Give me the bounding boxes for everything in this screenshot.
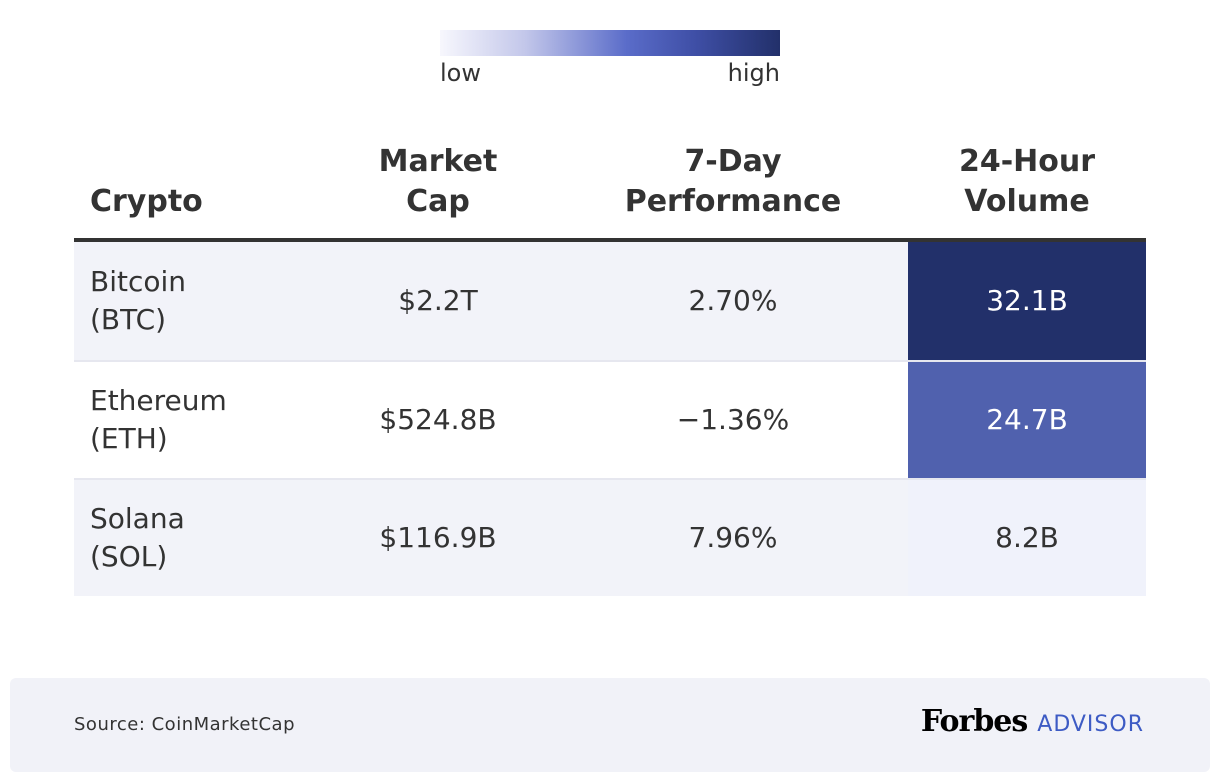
header-performance: 7-Day Performance — [586, 142, 880, 222]
header-market-cap-line1: Market — [378, 144, 498, 179]
crypto-name-cell: Ethereum (ETH) — [90, 362, 310, 478]
header-volume-line2: Volume — [964, 184, 1090, 219]
crypto-ticker: (SOL) — [90, 540, 168, 573]
volume-heat-cell: 8.2B — [908, 480, 1146, 596]
crypto-name: Bitcoin — [90, 265, 187, 298]
market-cap-cell: $2.2T — [398, 284, 478, 317]
header-crypto-label: Crypto — [90, 184, 203, 219]
market-cap-cell: $116.9B — [379, 521, 497, 554]
brand-advisor-wordmark: ADVISOR — [1037, 712, 1144, 737]
color-scale-legend: low high — [440, 30, 780, 90]
header-market-cap-line2: Cap — [406, 184, 470, 219]
crypto-name-cell: Bitcoin (BTC) — [90, 242, 310, 360]
header-volume: 24-Hour Volume — [908, 142, 1146, 222]
performance-cell: 7.96% — [688, 521, 778, 554]
header-crypto: Crypto — [90, 182, 203, 222]
volume-heat-cell: 32.1B — [908, 242, 1146, 360]
table-row-ethereum: Ethereum (ETH) $524.8B −1.36% 24.7B — [74, 360, 1146, 478]
crypto-ticker: (BTC) — [90, 303, 167, 336]
footer: Source: CoinMarketCap Forbes ADVISOR — [10, 678, 1210, 772]
source-note: Source: CoinMarketCap — [74, 714, 295, 735]
crypto-name: Ethereum — [90, 384, 227, 417]
table-row-bitcoin: Bitcoin (BTC) $2.2T 2.70% 32.1B — [74, 242, 1146, 360]
legend-high-label: high — [727, 59, 780, 87]
legend-low-label: low — [440, 59, 481, 87]
performance-cell: 2.70% — [688, 284, 778, 317]
color-scale-bar — [440, 30, 780, 56]
crypto-ticker: (ETH) — [90, 422, 168, 455]
brand-forbes-wordmark: Forbes — [920, 704, 1028, 739]
crypto-table: Crypto Market Cap 7-Day Performance 24-H… — [74, 140, 1146, 596]
header-volume-line1: 24-Hour — [958, 144, 1096, 179]
brand-logo: Forbes ADVISOR — [921, 704, 1144, 739]
table-row-solana: Solana (SOL) $116.9B 7.96% 8.2B — [74, 478, 1146, 596]
performance-cell: −1.36% — [676, 403, 790, 436]
table-header: Crypto Market Cap 7-Day Performance 24-H… — [74, 140, 1146, 242]
market-cap-cell: $524.8B — [379, 403, 497, 436]
crypto-name-cell: Solana (SOL) — [90, 480, 310, 596]
crypto-name: Solana — [90, 502, 185, 535]
header-performance-line1: 7-Day — [684, 144, 782, 179]
header-performance-line2: Performance — [624, 184, 842, 219]
header-market-cap: Market Cap — [320, 142, 556, 222]
volume-heat-cell: 24.7B — [908, 362, 1146, 478]
